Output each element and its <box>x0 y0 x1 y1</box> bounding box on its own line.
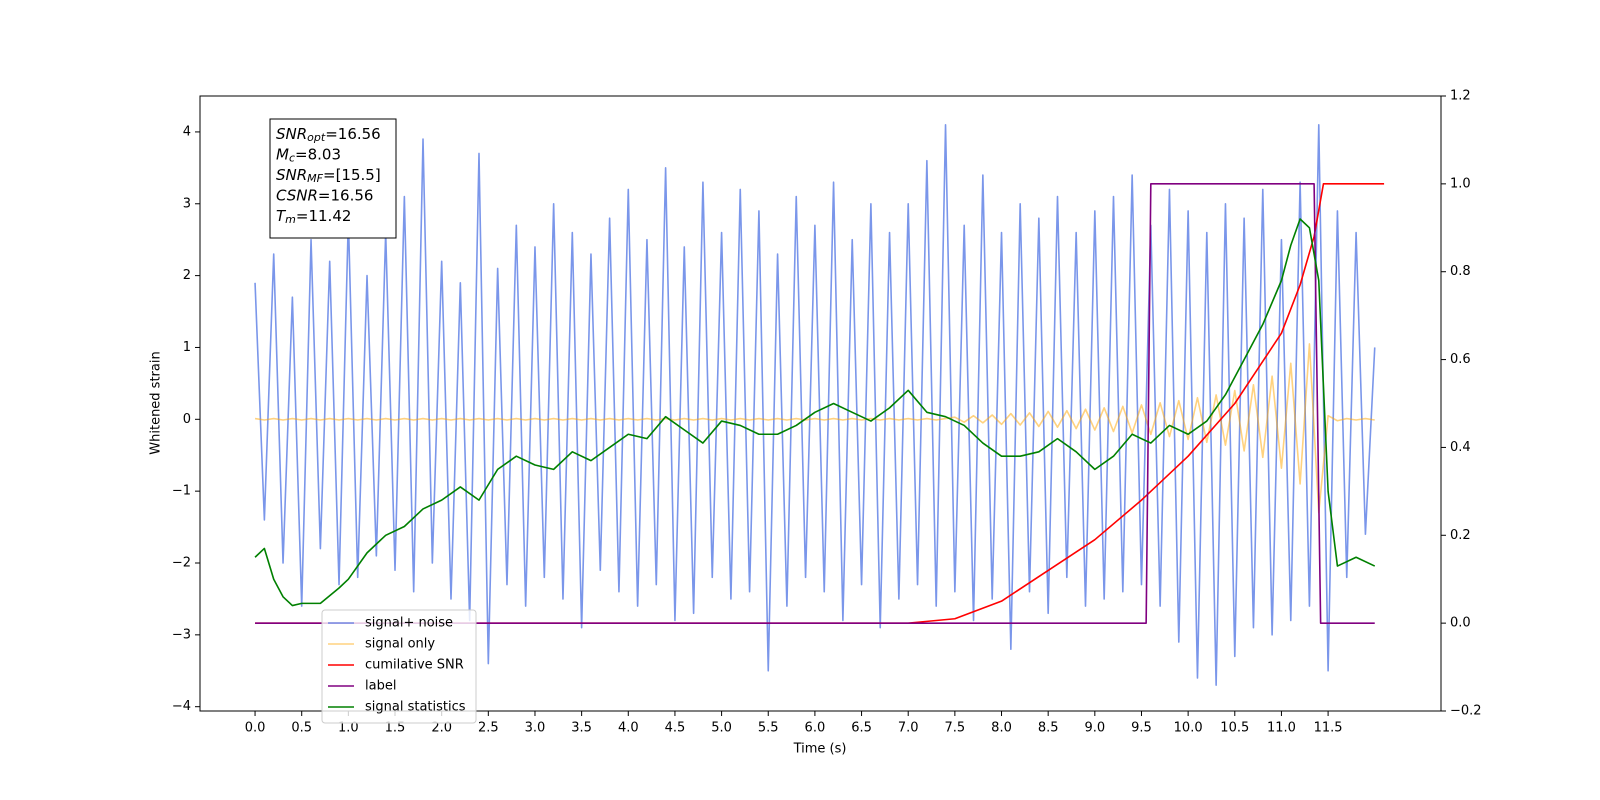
y-tick-label: −2 <box>172 555 191 570</box>
annotation-name: T <box>276 207 287 225</box>
annotation-name: SNR <box>276 166 307 184</box>
x-tick-label: 4.0 <box>618 721 639 736</box>
y2-tick-label: 0.6 <box>1450 352 1471 367</box>
y2-tick-label: 0.4 <box>1450 440 1471 455</box>
annotation-name: SNR <box>276 125 307 143</box>
y2-tick-label: 1.0 <box>1450 176 1471 191</box>
x-axis-label: Time (s) <box>793 742 847 757</box>
y-tick-label: 0 <box>183 412 191 427</box>
y-tick-label: −1 <box>172 484 191 499</box>
legend-label: cumilative SNR <box>365 658 464 673</box>
x-tick-label: 7.5 <box>945 721 966 736</box>
y-axis-label: Whitened strain <box>149 351 164 454</box>
legend-label: signal+ noise <box>365 616 453 631</box>
x-tick-label: 5.0 <box>711 721 732 736</box>
x-tick-label: 6.5 <box>851 721 872 736</box>
x-tick-label: 9.0 <box>1084 721 1105 736</box>
y2-tick-label: 0.2 <box>1450 528 1471 543</box>
annotation-text: =[15.5] <box>323 166 381 184</box>
y-tick-label: 1 <box>183 340 191 355</box>
annotation-line: SNRMF=[15.5] <box>276 166 381 186</box>
annotation-line: SNRopt=16.56 <box>276 125 381 145</box>
x-tick-label: 9.5 <box>1131 721 1152 736</box>
x-tick-label: 0.0 <box>245 721 266 736</box>
x-tick-label: 1.5 <box>385 721 406 736</box>
annotation-name: M <box>276 145 289 163</box>
y2-tick-label: 0.0 <box>1450 616 1471 631</box>
x-tick-label: 0.5 <box>291 721 312 736</box>
annotation-text: =8.03 <box>295 145 341 163</box>
annotation-line: Tm=11.42 <box>276 207 351 227</box>
plot-frame <box>199 95 1442 712</box>
legend-box <box>321 609 477 724</box>
x-tick-label: 10.5 <box>1220 721 1249 736</box>
legend-label: signal statistics <box>365 700 466 715</box>
series-line <box>254 343 1375 514</box>
x-tick-label: 1.0 <box>338 721 359 736</box>
x-tick-label: 3.5 <box>571 721 592 736</box>
y2-tick-label: 1.2 <box>1450 89 1471 104</box>
x-tick-label: 10.0 <box>1174 721 1203 736</box>
y-tick-label: −4 <box>172 699 191 714</box>
x-tick-label: 2.5 <box>478 721 499 736</box>
annotation-text: =16.56 <box>325 125 381 143</box>
series-line <box>254 218 1376 607</box>
y-tick-label: −3 <box>172 627 191 642</box>
y-tick-label: 4 <box>183 124 191 139</box>
series-line <box>255 183 1375 624</box>
series-line <box>254 123 1376 686</box>
x-tick-label: 6.0 <box>805 721 826 736</box>
y-tick-label: 3 <box>183 196 191 211</box>
annotation-name: CSNR <box>276 186 318 204</box>
x-tick-label: 8.5 <box>1038 721 1059 736</box>
x-tick-label: 7.0 <box>898 721 919 736</box>
y2-tick-label: −0.2 <box>1450 704 1482 719</box>
x-tick-label: 11.5 <box>1314 721 1343 736</box>
y-tick-label: 2 <box>183 268 191 283</box>
x-tick-label: 8.0 <box>991 721 1012 736</box>
annotation-text: =11.42 <box>296 207 352 225</box>
annotation-line: CSNR=16.56 <box>276 186 373 204</box>
annotation-text: =16.56 <box>318 186 374 204</box>
annotation-box <box>269 118 397 239</box>
legend-label: signal only <box>365 637 435 652</box>
annotation-line: Mc=8.03 <box>276 145 341 165</box>
annotation-sub: MF <box>307 172 323 185</box>
x-tick-label: 11.0 <box>1267 721 1296 736</box>
x-tick-label: 5.5 <box>758 721 779 736</box>
x-tick-label: 4.5 <box>665 721 686 736</box>
x-tick-label: 2.0 <box>431 721 452 736</box>
legend-label: label <box>365 679 396 694</box>
annotation-sub: opt <box>307 131 326 144</box>
annotation-sub: m <box>285 213 296 226</box>
x-tick-label: 3.0 <box>525 721 546 736</box>
annotation-sub: c <box>289 152 295 165</box>
y2-tick-label: 0.8 <box>1450 264 1471 279</box>
